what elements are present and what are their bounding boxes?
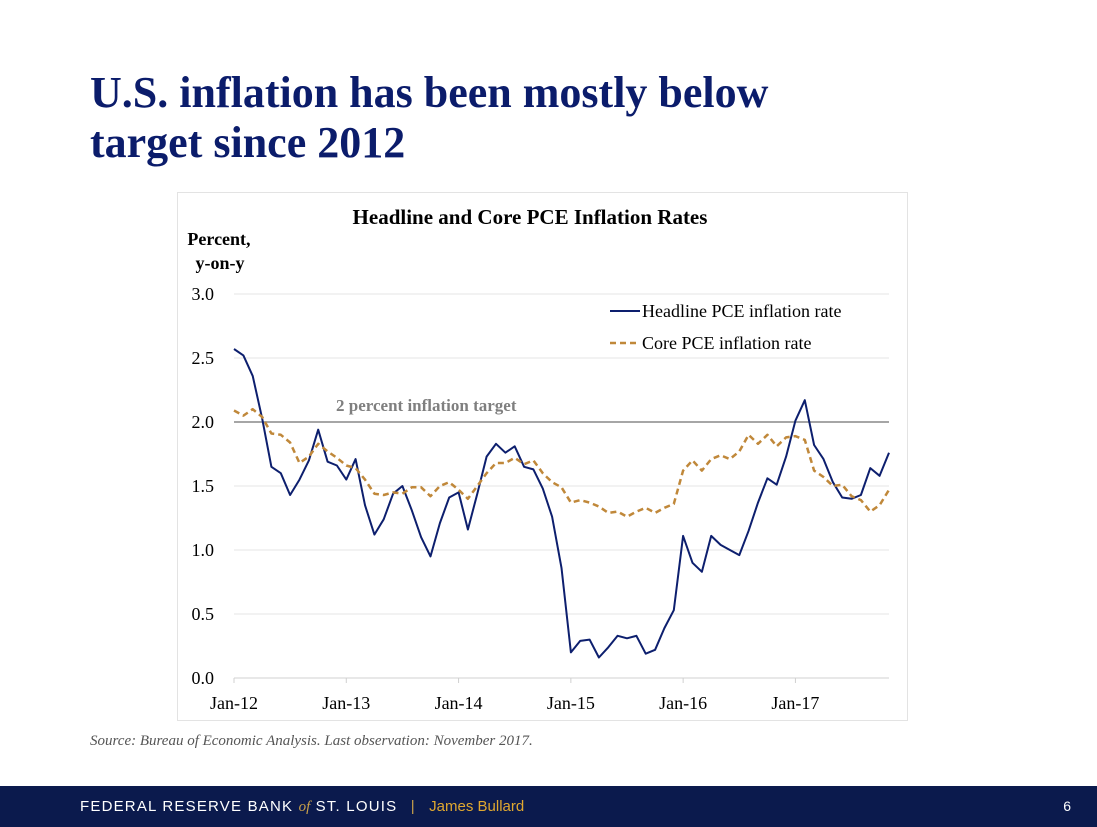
- x-tick-label: Jan-12: [210, 693, 258, 713]
- target-line-label: 2 percent inflation target: [336, 396, 517, 415]
- core-pce-line: [233, 407, 891, 518]
- y-tick-label: 2.5: [192, 348, 215, 368]
- footer-separator: |: [410, 798, 416, 815]
- y-tick-label: 0.0: [192, 668, 215, 688]
- x-tick-label: Jan-13: [322, 693, 370, 713]
- x-tick-label: Jan-15: [547, 693, 595, 713]
- y-tick-label: 0.5: [192, 604, 215, 624]
- slide-title: U.S. inflation has been mostly below tar…: [90, 68, 990, 168]
- footer-org: FEDERAL RESERVE BANK of ST. LOUIS | Jame…: [80, 798, 524, 816]
- footer-org-part1: FEDERAL RESERVE BANK: [80, 798, 294, 815]
- y-tick-label: 3.0: [192, 284, 215, 304]
- x-tick-label: Jan-17: [771, 693, 819, 713]
- page-number: 6: [1063, 798, 1071, 814]
- slide-title-line2: target since 2012: [90, 118, 406, 167]
- series-layer: [233, 348, 891, 659]
- slide-title-line1: U.S. inflation has been mostly below: [90, 68, 769, 117]
- footer-org-part2: ST. LOUIS: [315, 798, 398, 815]
- x-tick-label: Jan-14: [435, 693, 483, 713]
- pce-inflation-chart: Headline and Core PCE Inflation Rates Pe…: [177, 192, 908, 721]
- y-axis-label-line2: y-on-y: [196, 253, 245, 273]
- chart-svg: Headline and Core PCE Inflation Rates Pe…: [187, 205, 891, 713]
- footer-org-of: of: [298, 799, 311, 815]
- target-layer: 2 percent inflation target: [234, 396, 889, 423]
- x-tick-label: Jan-16: [659, 693, 707, 713]
- chart-title: Headline and Core PCE Inflation Rates: [353, 205, 708, 229]
- y-tick-label: 1.5: [192, 476, 215, 496]
- legend-label-headline: Headline PCE inflation rate: [642, 301, 841, 321]
- footer-author: James Bullard: [429, 798, 525, 815]
- source-note: Source: Bureau of Economic Analysis. Las…: [90, 733, 533, 749]
- headline-pce-line: [233, 348, 890, 659]
- y-tick-label: 2.0: [192, 412, 215, 432]
- axis-layer: 0.0 0.5 1.0 1.5 2.0 2.5 3.0 Jan-12 Jan-13 Jan-14 J…: [192, 284, 889, 713]
- chart-legend: Headline PCE inflation rate Core PCE infl…: [610, 301, 841, 353]
- footer-bar: FEDERAL RESERVE BANK of ST. LOUIS | Jame…: [0, 786, 1097, 827]
- y-axis-label-line1: Percent,: [187, 229, 250, 249]
- legend-label-core: Core PCE inflation rate: [642, 333, 811, 353]
- y-tick-label: 1.0: [192, 540, 215, 560]
